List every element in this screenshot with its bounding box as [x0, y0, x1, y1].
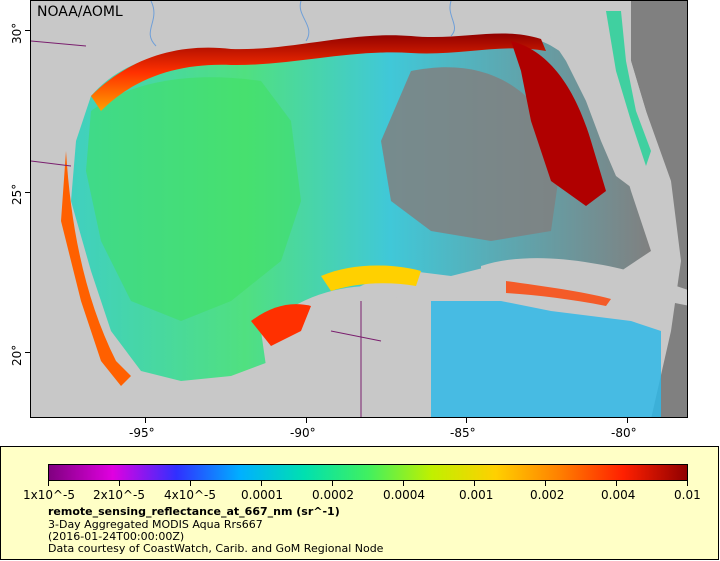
lon-tick-80: [627, 418, 628, 423]
colorbar-label-0.004: 0.004: [601, 488, 636, 502]
legend-title: remote_sensing_reflectance_at_667_nm (sr…: [48, 505, 340, 518]
florida-east-coast-strip: [606, 11, 651, 166]
lat-tick-30: [25, 30, 30, 31]
mexico-west-coast-band: [61, 151, 131, 386]
colorbar-label-1e-5: 1x10^-5: [23, 488, 76, 502]
legend-subtitle: 3-Day Aggregated MODIS Aqua Rrs667: [48, 518, 263, 531]
colorbar-tick: [332, 481, 333, 486]
lon-label-95: -95°: [129, 426, 155, 440]
campeche-bay-band: [251, 304, 311, 346]
legend-panel: 1x10^-5 2x10^-5 4x10^-5 0.0001 0.0002 0.…: [0, 446, 719, 560]
lon-tick-95: [145, 418, 146, 423]
lat-label-30: 30°: [10, 22, 24, 44]
florida-peninsula: [546, 1, 661, 201]
northern-coast-band: [91, 33, 546, 111]
map-credit: NOAA/AOML: [37, 4, 123, 20]
lon-label-85: -85°: [450, 426, 476, 440]
cuba-island: [481, 258, 687, 306]
caribbean-sea-water: [431, 301, 661, 417]
colorbar-tick: [261, 481, 262, 486]
lon-tick-85: [466, 418, 467, 423]
cuba-south-coast-band: [506, 281, 611, 306]
colorbar: [48, 464, 688, 481]
colorbar-label-0.001: 0.001: [459, 488, 494, 502]
political-boundaries: [31, 40, 382, 417]
eastern-gulf-no-data: [381, 67, 561, 241]
colorbar-tick: [403, 481, 404, 486]
western-gulf-band: [86, 77, 301, 321]
lat-tick-20: [25, 352, 30, 353]
colorbar-tick: [474, 481, 475, 486]
colorbar-label-0.0002: 0.0002: [312, 488, 354, 502]
map-canvas: [31, 1, 687, 417]
atlantic-no-data: [631, 1, 687, 417]
colorbar-label-0.0001: 0.0001: [241, 488, 283, 502]
colorbar-tick: [48, 481, 49, 486]
colorbar-label-2e-5: 2x10^-5: [93, 488, 146, 502]
lon-label-90: -90°: [290, 426, 316, 440]
lat-label-20: 20°: [10, 344, 24, 366]
colorbar-tick: [545, 481, 546, 486]
colorbar-tick: [119, 481, 120, 486]
colorbar-tick: [190, 481, 191, 486]
lon-label-80: -80°: [611, 426, 637, 440]
colorbar-label-4e-5: 4x10^-5: [164, 488, 217, 502]
lat-label-25: 25°: [10, 183, 24, 205]
colorbar-label-0.0004: 0.0004: [383, 488, 425, 502]
colorbar-tick: [687, 481, 688, 486]
lat-tick-25: [25, 192, 30, 193]
yucatan-north-coast-band: [321, 265, 421, 291]
map-area[interactable]: NOAA/AOML: [30, 0, 688, 418]
colorbar-label-0.002: 0.002: [530, 488, 565, 502]
legend-courtesy: Data courtesy of CoastWatch, Carib. and …: [48, 542, 384, 555]
legend-date: (2016-01-24T00:00:00Z): [48, 530, 185, 543]
florida-west-coast-band: [511, 41, 606, 206]
lon-tick-90: [306, 418, 307, 423]
rivers: [149, 1, 456, 47]
colorbar-tick: [616, 481, 617, 486]
colorbar-label-0.01: 0.01: [674, 488, 701, 502]
